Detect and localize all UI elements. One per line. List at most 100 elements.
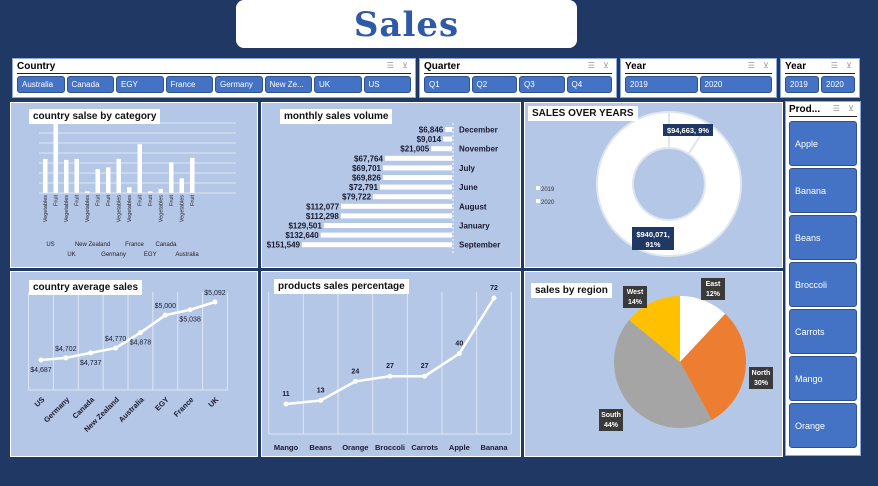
multi-select-and-clear-filter-icons[interactable]: ☰ ⊻: [830, 61, 855, 70]
slicer-label: Year: [625, 61, 647, 72]
category-label: US: [33, 395, 47, 409]
data-label-box: [701, 278, 725, 300]
data-label-box: [599, 409, 623, 431]
multi-select-and-clear-filter-icons[interactable]: ☰ ⊻: [832, 104, 857, 113]
slicer-item-broccoli[interactable]: Broccoli: [789, 262, 857, 307]
bar: [148, 191, 153, 193]
data-point: [283, 401, 289, 407]
slicer-item-q1[interactable]: Q1: [424, 76, 470, 93]
data-label: $5,092: [204, 290, 226, 297]
slicer-item-2020[interactable]: 2020: [821, 76, 855, 93]
slicer-label: Quarter: [424, 61, 461, 72]
slicer-item-beans[interactable]: Beans: [789, 215, 857, 260]
country-average-sales-panel: $4,687 US $4,702 Germany $4,737 Canada $4,770 N…: [10, 271, 258, 457]
category-label: Vegetables: [180, 195, 186, 222]
slicer-item-canada[interactable]: Canada: [66, 76, 114, 93]
country-label: France: [125, 242, 144, 248]
slicer-item-banana[interactable]: Banana: [789, 168, 857, 213]
bar: [373, 194, 452, 200]
country-label: Germany: [101, 252, 126, 258]
bar: [384, 155, 452, 161]
bar: [64, 159, 69, 193]
slicer-item-2019[interactable]: 2019: [625, 76, 698, 93]
month-label: September: [459, 241, 500, 250]
bar: [323, 223, 452, 228]
sales-over-years-panel: $94,663, 9% $940,071, 91% 2019 2020 SALES OV…: [524, 102, 783, 268]
data-label: $5,000: [155, 303, 177, 310]
data-label: $940,071,: [636, 230, 669, 239]
data-point: [387, 373, 393, 379]
slicer-item-apple[interactable]: Apple: [789, 121, 857, 166]
category-label: Vegetables: [127, 195, 133, 222]
slicer-item-us[interactable]: US: [363, 76, 411, 93]
data-point: [491, 295, 497, 301]
slicer-item-germany[interactable]: Germany: [215, 76, 263, 93]
data-label-box: [632, 227, 674, 250]
bar: [379, 184, 452, 190]
bar: [340, 213, 452, 219]
pie-slice-south: [614, 319, 712, 428]
data-point: [456, 351, 462, 357]
bar: [53, 123, 58, 193]
sales-by-region-panel: East 12% North 30% South 44% West 14% sales by …: [524, 271, 783, 457]
slicer-item-q2[interactable]: Q2: [471, 76, 517, 93]
bar: [106, 167, 111, 193]
doughnut-slice: [596, 110, 742, 257]
bar: [383, 165, 452, 171]
multi-select-and-clear-filter-icons[interactable]: ☰ ⊻: [386, 61, 411, 70]
country-label: US: [46, 242, 54, 248]
slicer-item-france[interactable]: France: [165, 76, 213, 93]
category-label: Broccoli: [375, 443, 405, 452]
data-label: 24: [351, 368, 359, 375]
slicer-item-new-ze-[interactable]: New Ze...: [264, 76, 312, 93]
country-label: UK: [67, 252, 75, 258]
data-point: [113, 345, 119, 351]
legend-label: 2019: [541, 187, 555, 193]
category-label: Carrots: [411, 443, 438, 452]
slicer-item-carrots[interactable]: Carrots: [789, 309, 857, 354]
category-label: Fruit: [148, 195, 154, 206]
category-label: Orange: [342, 443, 368, 452]
bar: [443, 136, 452, 142]
category-label: Fruit: [190, 195, 196, 206]
region-label: West: [627, 289, 644, 296]
slicer-item-q4[interactable]: Q4: [566, 76, 612, 93]
slicer-item-egy[interactable]: EGY: [116, 76, 164, 93]
data-label: $4,687: [30, 367, 52, 374]
slicer-item-mango[interactable]: Mango: [789, 356, 857, 401]
category-label: Vegetables: [117, 195, 123, 222]
multi-select-and-clear-filter-icons[interactable]: ☰ ⊻: [747, 61, 772, 70]
multi-select-and-clear-filter-icons[interactable]: ☰ ⊻: [587, 61, 612, 70]
year-slicer: Year ☰ ⊻ 2019 2020: [620, 58, 777, 98]
data-point: [88, 350, 94, 356]
bar: [341, 203, 452, 209]
data-label: 13: [317, 388, 325, 395]
slicer-item-2020[interactable]: 2020: [699, 76, 772, 93]
data-point: [422, 373, 428, 379]
data-label: $4,878: [130, 340, 152, 347]
data-label: $132,640: [285, 231, 319, 240]
monthly-sales-volume-panel: $6,846 December $9,014 $21,005 November $67,7…: [261, 102, 521, 268]
pie-slice-north: [680, 313, 746, 420]
slicer-item-2019[interactable]: 2019: [785, 76, 819, 93]
category-label: Fruit: [96, 195, 102, 206]
data-label: 40: [455, 341, 463, 348]
data-label: $5,038: [179, 317, 201, 324]
bar: [137, 144, 142, 193]
slicer-label: Year: [785, 61, 807, 72]
data-point: [137, 330, 143, 336]
product-slicer: Prod... ☰ ⊻ Apple Banana Beans Broccoli Carro…: [785, 101, 861, 456]
month-label: June: [459, 183, 478, 192]
percent-label: 30%: [754, 380, 769, 387]
slicer-item-orange[interactable]: Orange: [789, 403, 857, 448]
data-label: $94,663, 9%: [667, 126, 709, 135]
slicer-item-q3[interactable]: Q3: [519, 76, 565, 93]
category-label: Germany: [42, 394, 72, 424]
country-sales-by-category-panel: Vegetables Fruit US Vegetables Fruit UK Vegeta…: [10, 102, 258, 268]
category-label: France: [172, 395, 196, 419]
category-label: Australia: [117, 394, 147, 424]
slicer-item-uk[interactable]: UK: [314, 76, 362, 93]
data-label-box: [623, 286, 647, 308]
slicer-item-australia[interactable]: Australia: [17, 76, 65, 93]
bar: [431, 146, 452, 152]
